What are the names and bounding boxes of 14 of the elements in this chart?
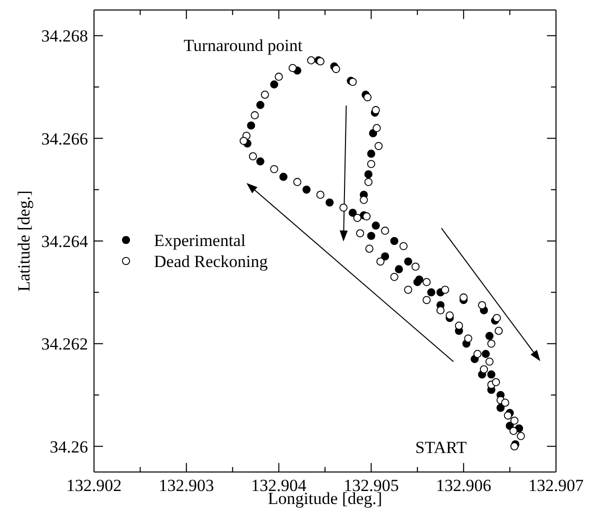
y-tick-label: 34.268 — [41, 26, 88, 46]
annotation: Turnaround point — [184, 36, 303, 55]
y-tick-label: 34.264 — [41, 232, 88, 251]
x-tick-label: 132.906 — [436, 476, 492, 495]
x-tick-label: 132.903 — [158, 476, 214, 495]
y-axis-title: Latitude [deg.] — [14, 190, 34, 292]
y-tick-label: 34.262 — [41, 334, 88, 354]
legend-label: Experimental — [154, 231, 246, 250]
y-tick-label: 34.26 — [50, 437, 88, 456]
legend-label: Dead Reckoning — [154, 252, 268, 271]
x-tick-label: 132.907 — [528, 476, 584, 495]
y-tick-label: 34.266 — [41, 129, 88, 148]
annotation: START — [415, 438, 468, 457]
x-tick-label: 132.902 — [66, 476, 122, 495]
